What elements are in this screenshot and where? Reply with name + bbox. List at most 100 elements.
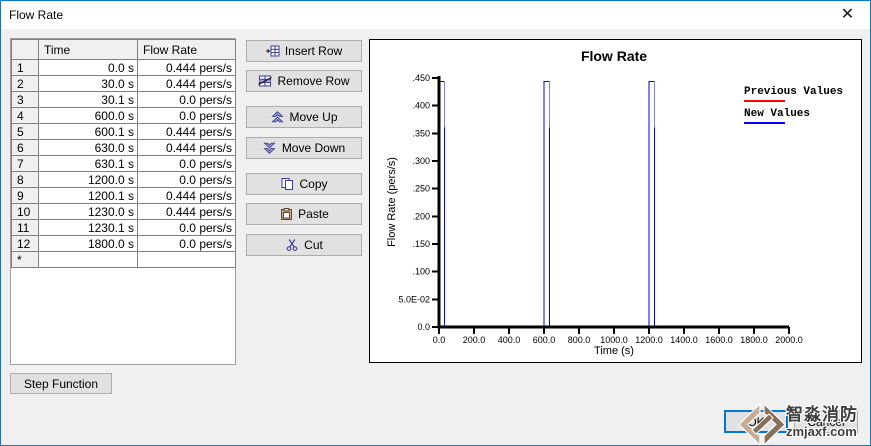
legend-line [744, 122, 785, 124]
button-label: Paste [298, 207, 329, 221]
table-row: * [11, 251, 236, 268]
button-label: Insert Row [284, 44, 343, 58]
ok-button[interactable]: OK [724, 410, 788, 433]
svg-text:5.0E-02: 5.0E-02 [398, 294, 430, 304]
table-body: 1 0.0 s 0.444 pers/s 2 30.0 s 0.444 pers/s 3 30… [11, 59, 236, 268]
cut-button[interactable]: Cut [246, 234, 362, 256]
flow-table-panel: Time Flow Rate 1 0.0 s 0.444 pers/s 2 30.0 s… [10, 38, 236, 365]
flow-rate-chart: 0.0 5.0E-02 .100 .150 .200 .250 .300 .350 .400 .4… [398, 73, 803, 345]
cancel-button[interactable]: Cancel [794, 410, 858, 433]
time-cell[interactable]: 1230.0 s [38, 203, 138, 220]
row-header-cell[interactable]: 12 [11, 235, 39, 252]
flow-rate-cell[interactable]: 0.444 pers/s [137, 75, 236, 92]
flow-rate-cell[interactable]: 0.444 pers/s [137, 59, 236, 76]
remove-row-icon [258, 75, 273, 87]
row-header-cell[interactable]: 3 [11, 91, 39, 108]
move-down-button[interactable]: Move Down [246, 137, 362, 159]
time-cell[interactable]: 30.0 s [38, 75, 138, 92]
time-cell[interactable]: 600.0 s [38, 107, 138, 124]
time-cell[interactable]: 630.0 s [38, 139, 138, 156]
flow-rate-cell[interactable]: 0.444 pers/s [137, 123, 236, 140]
svg-text:.300: .300 [412, 156, 430, 166]
table-row: 8 1200.0 s 0.0 pers/s [11, 171, 236, 188]
time-cell[interactable]: 1200.0 s [38, 171, 138, 188]
time-cell[interactable] [38, 251, 138, 268]
row-header-cell[interactable]: 11 [11, 219, 39, 236]
table-row: 1 0.0 s 0.444 pers/s [11, 59, 236, 76]
legend-label: New Values [744, 108, 811, 120]
flow-rate-cell[interactable]: 0.0 pers/s [137, 155, 236, 172]
col-header-time[interactable]: Time [38, 39, 138, 60]
copy-icon [280, 178, 294, 190]
flow-rate-cell[interactable]: 0.0 pers/s [137, 107, 236, 124]
time-cell[interactable]: 1230.1 s [38, 219, 138, 236]
flow-rate-cell[interactable]: 0.0 pers/s [137, 235, 236, 252]
svg-text:1200.0: 1200.0 [635, 335, 663, 345]
flow-rate-cell[interactable]: 0.0 pers/s [137, 171, 236, 188]
dialog-title: Flow Rate [9, 8, 64, 22]
table-row: 11 1230.1 s 0.0 pers/s [11, 219, 236, 236]
time-cell[interactable]: 1800.0 s [38, 235, 138, 252]
move-up-button[interactable]: Move Up [246, 106, 362, 128]
button-label: Copy [299, 177, 328, 191]
button-label: Move Up [289, 110, 338, 124]
button-label: Remove Row [277, 74, 350, 88]
flow-rate-cell[interactable] [137, 251, 236, 268]
col-header-flow-rate[interactable]: Flow Rate [137, 39, 236, 60]
legend-line [744, 100, 785, 102]
row-header-cell[interactable]: 8 [11, 171, 39, 188]
move-down-icon [263, 142, 277, 154]
button-label: Move Down [281, 141, 346, 155]
step-function-button[interactable]: Step Function [10, 373, 112, 394]
flow-rate-cell[interactable]: 0.444 pers/s [137, 187, 236, 204]
insert-row-button[interactable]: Insert Row [246, 40, 362, 62]
flow-rate-cell[interactable]: 0.444 pers/s [137, 203, 236, 220]
row-header-cell[interactable]: 4 [11, 107, 39, 124]
svg-text:1600.0: 1600.0 [705, 335, 733, 345]
copy-button[interactable]: Copy [246, 173, 362, 195]
cut-icon [285, 239, 299, 251]
row-header-cell[interactable]: 1 [11, 59, 39, 76]
time-cell[interactable]: 600.1 s [38, 123, 138, 140]
svg-text:.150: .150 [412, 239, 430, 249]
svg-text:200.0: 200.0 [463, 335, 486, 345]
svg-text:1400.0: 1400.0 [670, 335, 698, 345]
time-cell[interactable]: 0.0 s [38, 59, 138, 76]
table-row: 6 630.0 s 0.444 pers/s [11, 139, 236, 156]
time-cell[interactable]: 30.1 s [38, 91, 138, 108]
svg-text:1800.0: 1800.0 [740, 335, 768, 345]
flow-table: Time Flow Rate 1 0.0 s 0.444 pers/s 2 30.0 s… [11, 39, 236, 268]
svg-text:.450: .450 [412, 73, 430, 83]
svg-text:.350: .350 [412, 128, 430, 138]
titlebar[interactable]: Flow Rate ✕ [1, 1, 870, 29]
svg-text:2000.0: 2000.0 [775, 335, 803, 345]
row-header-cell[interactable]: 2 [11, 75, 39, 92]
row-header-cell[interactable]: 5 [11, 123, 39, 140]
flow-rate-cell[interactable]: 0.0 pers/s [137, 91, 236, 108]
table-row: 10 1230.0 s 0.444 pers/s [11, 203, 236, 220]
close-button[interactable]: ✕ [825, 1, 870, 29]
paste-button[interactable]: Paste [246, 203, 362, 225]
legend-entry: New Values [744, 108, 843, 124]
x-axis-label: Time (s) [594, 345, 634, 357]
svg-text:1000.0: 1000.0 [600, 335, 628, 345]
row-header-cell[interactable]: 6 [11, 139, 39, 156]
time-cell[interactable]: 630.1 s [38, 155, 138, 172]
row-header-cell[interactable]: 10 [11, 203, 39, 220]
close-icon: ✕ [840, 6, 855, 23]
svg-text:.200: .200 [412, 211, 430, 221]
row-header-cell[interactable]: 9 [11, 187, 39, 204]
row-header-cell[interactable]: 7 [11, 155, 39, 172]
legend-entry: Previous Values [744, 86, 843, 102]
time-cell[interactable]: 1200.1 s [38, 187, 138, 204]
corner-header-cell[interactable] [11, 39, 39, 60]
remove-row-button[interactable]: Remove Row [246, 70, 362, 92]
table-row: 7 630.1 s 0.0 pers/s [11, 155, 236, 172]
row-header-cell[interactable]: * [11, 251, 39, 268]
svg-text:0.0: 0.0 [417, 322, 430, 332]
flow-rate-cell[interactable]: 0.0 pers/s [137, 219, 236, 236]
flow-rate-cell[interactable]: 0.444 pers/s [137, 139, 236, 156]
table-row: 12 1800.0 s 0.0 pers/s [11, 235, 236, 252]
table-row: 9 1200.1 s 0.444 pers/s [11, 187, 236, 204]
